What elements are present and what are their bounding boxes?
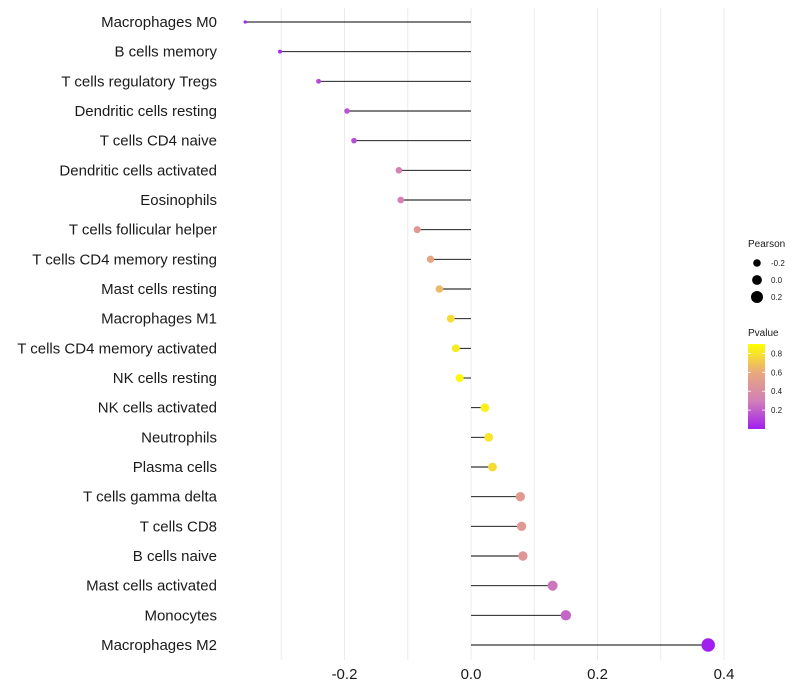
- color-legend-title: Pvalue: [748, 328, 779, 339]
- colorbar-tick-label: 0.8: [771, 349, 783, 358]
- data-point: [547, 580, 558, 591]
- size-legend-label: 0.2: [771, 293, 783, 302]
- stem-layer: [245, 21, 709, 646]
- y-tick-label: Monocytes: [144, 607, 217, 624]
- y-tick-label: T cells CD4 memory resting: [32, 251, 217, 268]
- data-point: [397, 196, 405, 204]
- y-tick-label: T cells CD8: [140, 518, 217, 535]
- data-point: [480, 403, 490, 412]
- size-legend-title: Pearson: [748, 239, 785, 250]
- data-point: [560, 610, 572, 621]
- data-point: [277, 49, 282, 54]
- y-tick-label: B cells memory: [114, 44, 217, 61]
- data-point: [344, 108, 350, 114]
- x-tick-label: 0.4: [714, 666, 735, 683]
- y-tick-label: Mast cells activated: [86, 578, 217, 595]
- data-point: [516, 521, 527, 532]
- color-legend-ticks: 0.2 0.4 0.6 0.8: [748, 349, 783, 415]
- y-tick-label: Macrophages M1: [101, 311, 217, 328]
- data-point: [426, 255, 435, 264]
- size-legend-dot: [751, 291, 763, 303]
- y-tick-label: Neutrophils: [141, 429, 217, 446]
- size-legend-label: 0.0: [771, 276, 783, 285]
- y-tick-label: Macrophages M0: [101, 14, 217, 31]
- y-tick-label: T cells CD4 naive: [100, 133, 217, 150]
- data-point: [701, 638, 715, 652]
- y-tick-label: Macrophages M2: [101, 637, 217, 654]
- y-tick-label: Plasma cells: [133, 459, 217, 476]
- y-tick-label: NK cells resting: [113, 370, 217, 387]
- size-legend-label: -0.2: [771, 259, 785, 268]
- data-point: [518, 551, 528, 561]
- data-point: [488, 462, 497, 472]
- y-tick-label: NK cells activated: [98, 400, 217, 417]
- colorbar-tick-label: 0.2: [771, 406, 783, 415]
- data-point: [351, 137, 357, 144]
- data-point: [455, 373, 464, 383]
- y-tick-label: B cells naive: [133, 548, 217, 565]
- grid-layer: [280, 8, 725, 660]
- dot-layer: [243, 20, 715, 652]
- data-point: [484, 433, 494, 442]
- y-tick-label: T cells regulatory Tregs: [61, 73, 217, 90]
- x-tick-label: 0.2: [587, 666, 608, 683]
- y-tick-label: T cells gamma delta: [83, 489, 218, 506]
- data-point: [413, 226, 421, 234]
- size-legend-dot: [753, 259, 761, 267]
- pvalue-colorbar: [748, 344, 765, 429]
- data-point: [316, 78, 322, 84]
- legend: Pearson Pvalue -0.2 0.0 0.2 0.2 0.4 0.6 0.8: [748, 239, 785, 429]
- y-tick-label: Dendritic cells resting: [74, 103, 217, 120]
- y-tick-label: Mast cells resting: [101, 281, 217, 298]
- data-point: [395, 167, 403, 174]
- data-point: [243, 20, 247, 24]
- data-point: [515, 491, 526, 502]
- x-axis-ticks: -0.2 0.0 0.2 0.4: [332, 666, 735, 683]
- size-legend-items: -0.2 0.0 0.2: [751, 259, 785, 303]
- colorbar-tick-label: 0.4: [771, 387, 783, 396]
- data-point: [435, 285, 444, 293]
- y-axis-labels: Macrophages M0 B cells memory T cells regu…: [17, 14, 217, 654]
- data-point: [446, 314, 455, 323]
- x-tick-label: -0.2: [332, 666, 358, 683]
- y-tick-label: Dendritic cells activated: [59, 162, 217, 179]
- x-tick-label: 0.0: [461, 666, 482, 683]
- y-tick-label: Eosinophils: [140, 192, 217, 209]
- y-tick-label: T cells CD4 memory activated: [17, 340, 217, 357]
- colorbar-tick-label: 0.6: [771, 368, 783, 377]
- data-point: [451, 344, 460, 353]
- size-legend-dot: [752, 275, 762, 285]
- y-tick-label: T cells follicular helper: [69, 222, 217, 239]
